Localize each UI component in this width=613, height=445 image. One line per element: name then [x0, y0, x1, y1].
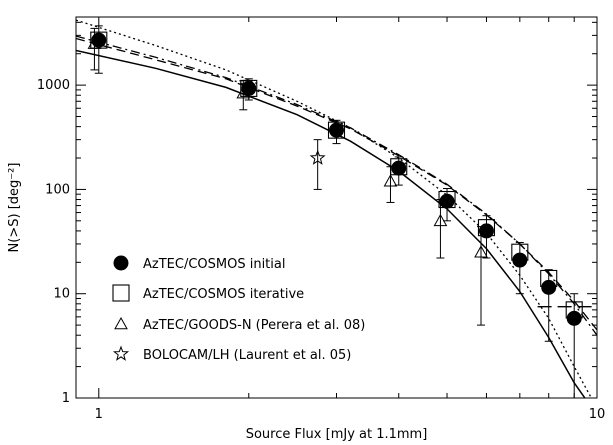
marker-filled-circle — [91, 32, 107, 48]
marker-open-triangle — [383, 174, 398, 187]
y-tick-label: 100 — [45, 182, 70, 197]
x-tick-label: 10 — [589, 407, 606, 422]
legend: AzTEC/COSMOS initial AzTEC/COSMOS iterati… — [112, 255, 365, 363]
marker-filled-circle — [329, 122, 344, 138]
y-tick-label: 1 — [62, 391, 70, 406]
marker-open-triangle — [474, 245, 488, 258]
legend-marker-filled-circle — [113, 255, 129, 271]
legend-label: AzTEC/GOODS-N (Perera et al. 08) — [143, 318, 365, 333]
axis-ticks — [76, 17, 598, 399]
legend-label: BOLOCAM/LH (Laurent et al. 05) — [143, 348, 351, 363]
marker-filled-circle — [439, 193, 455, 209]
legend-label: AzTEC/COSMOS initial — [143, 257, 285, 272]
marker-filled-circle — [566, 310, 582, 326]
curve-solid — [76, 49, 586, 398]
error-bar — [515, 241, 524, 295]
y-axis-label: N(>S) [deg⁻²] — [7, 163, 22, 253]
marker-open-star — [309, 149, 326, 165]
plot-frame — [75, 16, 598, 399]
data-markers — [87, 31, 583, 326]
tick-labels: 1 10 1 10 100 1000 — [37, 78, 605, 422]
x-tick-label: 1 — [95, 407, 103, 422]
legend-entry: AzTEC/COSMOS iterative — [112, 284, 304, 302]
legend-entry: BOLOCAM/LH (Laurent et al. 05) — [112, 345, 351, 363]
curve-dotted — [76, 19, 593, 398]
y-tick-label: 10 — [53, 287, 70, 302]
legend-label: AzTEC/COSMOS iterative — [143, 287, 304, 302]
marker-filled-circle — [541, 279, 557, 295]
legend-entry: AzTEC/COSMOS initial — [113, 255, 285, 272]
marker-filled-circle — [478, 223, 494, 239]
legend-entry: AzTEC/GOODS-N (Perera et al. 08) — [114, 316, 365, 333]
error-bar — [570, 293, 579, 398]
marker-open-triangle — [433, 213, 448, 227]
curve-dashed — [76, 37, 597, 331]
x-axis-label: Source Flux [mJy at 1.1mm] — [246, 427, 428, 442]
model-curves — [76, 19, 597, 398]
legend-marker-open-star — [112, 345, 130, 361]
legend-marker-open-square — [112, 284, 130, 302]
legend-marker-open-triangle — [114, 316, 128, 330]
error-bar — [436, 199, 445, 259]
marker-filled-circle — [512, 252, 528, 268]
marker-filled-circle — [391, 160, 407, 176]
marker-filled-circle — [241, 80, 257, 96]
error-bar — [313, 139, 322, 190]
y-tick-label: 1000 — [37, 78, 70, 93]
marker-open-square — [327, 121, 346, 139]
error-bars — [90, 25, 579, 398]
